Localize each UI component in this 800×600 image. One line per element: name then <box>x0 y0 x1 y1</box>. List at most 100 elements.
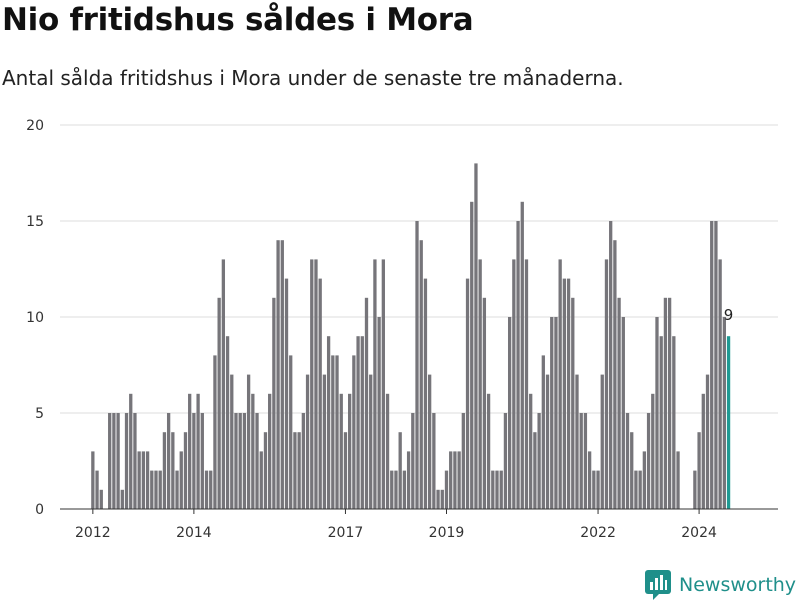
y-axis-ticks: 0 5 10 15 20 <box>26 118 44 518</box>
bar <box>571 297 575 509</box>
bar <box>390 470 394 509</box>
bar <box>470 201 474 510</box>
bar <box>541 355 545 509</box>
bar <box>99 489 103 509</box>
bar <box>141 451 146 509</box>
bar <box>449 451 453 509</box>
bar <box>562 278 567 509</box>
bar <box>213 355 217 509</box>
x-tick-label: 2017 <box>328 525 364 541</box>
bar <box>238 413 242 509</box>
brand-name: Newsworthy <box>679 574 797 596</box>
bar <box>356 336 360 509</box>
bar <box>575 374 579 509</box>
bar <box>221 259 226 509</box>
bar <box>415 221 419 509</box>
bar <box>533 432 537 509</box>
bar <box>310 259 314 509</box>
y-tick-label: 0 <box>35 502 44 518</box>
bar <box>385 393 390 509</box>
bar <box>667 297 672 509</box>
bar <box>259 451 263 509</box>
bar <box>453 451 457 509</box>
bar <box>95 470 99 509</box>
bar <box>326 336 331 509</box>
x-tick-label: 2019 <box>429 525 465 541</box>
bar <box>373 259 377 509</box>
bar <box>305 374 310 509</box>
bar <box>251 393 255 509</box>
bar <box>423 278 428 509</box>
bar <box>486 393 491 509</box>
bar <box>613 240 617 509</box>
bar <box>419 240 423 509</box>
bar <box>714 221 718 509</box>
bar <box>150 470 154 509</box>
bar <box>457 451 461 509</box>
bar <box>621 317 625 509</box>
bar <box>710 221 714 509</box>
bar <box>381 259 385 509</box>
bar <box>364 297 369 509</box>
bar <box>617 297 621 509</box>
bar <box>192 413 196 509</box>
bar <box>722 317 726 509</box>
newsworthy-icon <box>645 570 671 600</box>
bar <box>183 432 188 509</box>
bar <box>630 432 634 509</box>
bar <box>693 470 697 509</box>
bar <box>255 413 259 509</box>
bar <box>529 393 533 509</box>
bar <box>625 413 630 509</box>
chart-title: Nio fritidshus såldes i Mora <box>2 2 474 38</box>
bar <box>701 393 705 509</box>
bar <box>444 470 449 509</box>
bar <box>124 413 129 509</box>
bar <box>297 432 301 509</box>
x-tick-label: 2014 <box>176 525 212 541</box>
bar <box>91 451 95 509</box>
bar <box>697 432 701 509</box>
bar <box>663 297 668 509</box>
bar <box>503 413 508 509</box>
bar <box>268 393 272 509</box>
bars <box>91 163 731 510</box>
bar <box>558 259 562 509</box>
x-tick-label: 2024 <box>681 525 717 541</box>
bar <box>116 413 120 509</box>
bar <box>609 221 613 509</box>
x-tick-label: 2022 <box>580 525 616 541</box>
bar <box>398 432 402 509</box>
bar <box>162 432 167 509</box>
bar <box>550 317 554 509</box>
bar <box>120 489 124 509</box>
bar <box>293 432 297 509</box>
bar <box>276 240 280 509</box>
bar <box>545 374 550 509</box>
bar <box>209 470 213 509</box>
bar <box>587 451 592 509</box>
bar <box>646 413 651 509</box>
bar <box>524 259 529 509</box>
chart-subtitle: Antal sålda fritidshus i Mora under de s… <box>2 66 624 90</box>
bar-latest <box>726 336 731 509</box>
bar <box>516 221 520 509</box>
bar <box>705 374 710 509</box>
y-tick-label: 5 <box>35 406 44 422</box>
bar <box>234 413 238 509</box>
bar <box>478 259 482 509</box>
bar <box>638 470 642 509</box>
bar <box>495 470 499 509</box>
bar <box>272 297 276 509</box>
bar <box>377 317 381 509</box>
bar <box>331 355 335 509</box>
bar <box>461 413 465 509</box>
bar <box>411 413 415 509</box>
bar <box>604 259 609 509</box>
bar <box>436 489 440 509</box>
bar <box>137 451 141 509</box>
bar <box>230 374 234 509</box>
bar <box>642 451 647 509</box>
bar <box>554 317 558 509</box>
